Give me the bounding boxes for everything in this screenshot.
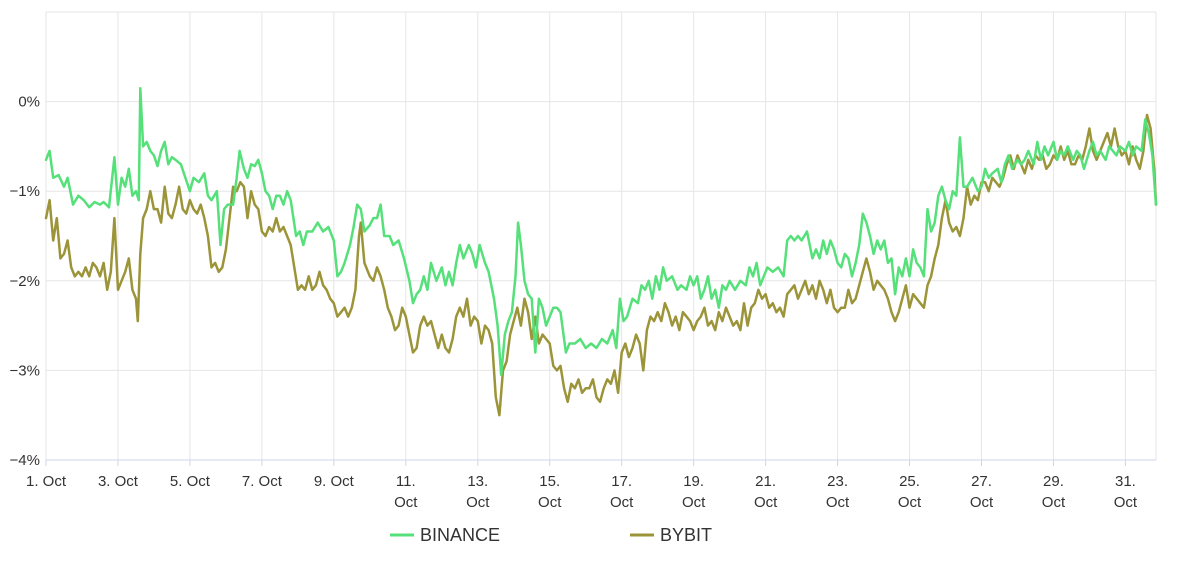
legend: BINANCE BYBIT [390,525,712,545]
series-line-bybit [44,113,1158,417]
x-tick-label: 3. Oct [98,473,139,490]
y-tick-label: −1% [10,183,40,200]
x-tick-label: 29. Oct [1042,473,1066,511]
y-tick-label: −3% [10,362,40,379]
x-tick-label: 5. Oct [170,473,211,490]
x-tick-label: 23. Oct [826,473,850,511]
legend-item-binance[interactable]: BINANCE [390,525,500,545]
x-tick-label: 27. Oct [970,473,994,511]
series-group [44,86,1158,417]
y-tick-label: 0% [18,94,40,111]
x-tick-label: 31. Oct [1114,473,1138,511]
legend-item-bybit[interactable]: BYBIT [630,525,712,545]
legend-label: BYBIT [660,525,712,545]
series-line-binance [44,86,1158,377]
x-axis: 1. Oct 3. Oct 5. Oct 7. Oct 9. Oct 11. Oct 13. O… [26,459,1156,511]
x-tick-label: 19. Oct [682,473,706,511]
grid [45,11,1157,461]
x-tick-label: 17. Oct [610,473,634,511]
x-tick-label: 11. Oct [394,473,418,511]
y-axis: 0% −1% −2% −3% −4% [10,94,40,469]
x-tick-label: 9. Oct [314,473,355,490]
y-tick-label: −4% [10,452,40,469]
y-tick-label: −2% [10,273,40,290]
legend-label: BINANCE [420,525,500,545]
x-tick-label: 13. Oct [466,473,490,511]
x-tick-label: 15. Oct [538,473,562,511]
x-tick-label: 25. Oct [898,473,922,511]
x-tick-label: 21. Oct [754,473,778,511]
x-tick-label: 7. Oct [242,473,283,490]
x-tick-label: 1. Oct [26,473,67,490]
